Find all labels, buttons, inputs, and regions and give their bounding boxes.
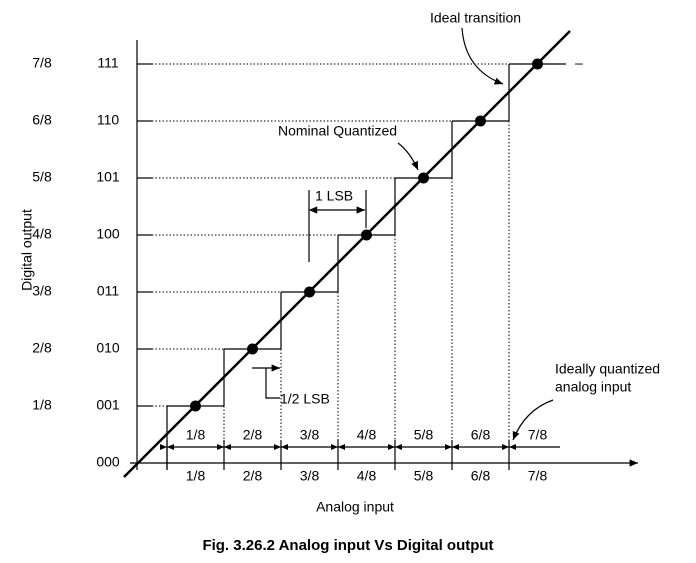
nominal-point xyxy=(247,343,258,355)
x-label-top: 7/8 xyxy=(528,427,548,443)
level-label: 5/8 xyxy=(32,169,52,185)
arrowhead xyxy=(331,444,338,450)
level-label: 6/8 xyxy=(32,112,52,128)
arrow xyxy=(512,399,554,441)
code-label: 110 xyxy=(97,112,120,128)
nominal-point xyxy=(475,115,486,127)
arrow xyxy=(265,368,280,399)
code-label: 010 xyxy=(96,340,120,356)
x-label-bottom: 7/8 xyxy=(528,468,548,484)
code-label: 101 xyxy=(96,169,120,185)
nominal-point xyxy=(418,172,429,184)
level-label: 3/8 xyxy=(32,283,52,299)
arrowhead xyxy=(502,444,509,450)
arrowhead xyxy=(445,444,452,450)
annotation: 1/2 LSB xyxy=(280,391,330,407)
arrowhead xyxy=(167,444,174,450)
code-label: 000 xyxy=(96,454,120,470)
code-label: 011 xyxy=(97,283,120,299)
x-label-top: 1/8 xyxy=(186,427,206,443)
annotation: Ideally quantized xyxy=(555,361,660,377)
annotation: 1 LSB xyxy=(315,188,353,204)
x-axis-title: Analog input xyxy=(316,499,394,515)
annotation: Nominal Quantized xyxy=(278,123,397,139)
arrowhead xyxy=(388,444,395,450)
nominal-point xyxy=(304,286,315,298)
level-label: 7/8 xyxy=(32,55,52,71)
annotation: – xyxy=(575,55,583,71)
x-label-top: 5/8 xyxy=(414,427,434,443)
nominal-point xyxy=(361,229,372,241)
arrowhead xyxy=(274,444,281,450)
level-label: 4/8 xyxy=(32,226,52,242)
arrow xyxy=(461,27,504,85)
x-label-bottom: 2/8 xyxy=(243,468,263,484)
arrow xyxy=(397,142,419,171)
nominal-point xyxy=(190,400,201,412)
arrowhead xyxy=(509,444,516,450)
arrowhead xyxy=(452,444,459,450)
arrowhead xyxy=(281,444,288,450)
arrowhead xyxy=(217,444,224,450)
ideal-line xyxy=(123,30,571,478)
nominal-point xyxy=(532,58,543,70)
annotation: Ideal transition xyxy=(430,10,521,26)
x-label-top: 2/8 xyxy=(243,427,263,443)
level-label: 2/8 xyxy=(32,340,52,356)
arrowhead xyxy=(160,444,167,450)
arrowhead xyxy=(395,444,402,450)
arrowhead xyxy=(224,444,231,450)
caption: Fig. 3.26.2 Analog input Vs Digital outp… xyxy=(202,537,493,554)
level-label: 1/8 xyxy=(32,397,52,413)
arrowhead xyxy=(338,444,345,450)
x-label-top: 4/8 xyxy=(357,427,377,443)
x-label-bottom: 1/8 xyxy=(186,468,206,484)
x-label-bottom: 6/8 xyxy=(471,468,491,484)
code-label: 100 xyxy=(96,226,120,242)
annotation: analog input xyxy=(555,379,631,395)
x-label-top: 6/8 xyxy=(471,427,491,443)
x-label-bottom: 5/8 xyxy=(414,468,434,484)
code-label: 001 xyxy=(96,397,120,413)
x-label-bottom: 4/8 xyxy=(357,468,377,484)
x-label-top: 3/8 xyxy=(300,427,320,443)
y-axis-title: Digital output xyxy=(19,209,35,291)
x-label-bottom: 3/8 xyxy=(300,468,320,484)
code-label: 111 xyxy=(97,55,118,71)
